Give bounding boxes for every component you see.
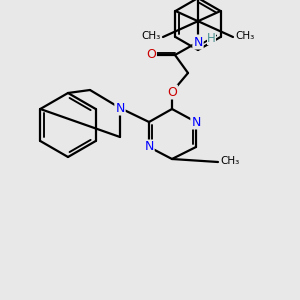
Text: H: H [207,32,216,44]
Text: N: N [144,140,154,154]
Text: CH₃: CH₃ [220,156,239,166]
Text: N: N [193,35,203,49]
Text: N: N [191,116,201,128]
Text: N: N [115,101,125,115]
Text: CH₃: CH₃ [235,31,254,41]
Text: O: O [146,49,156,62]
Text: O: O [167,85,177,98]
Text: CH₃: CH₃ [142,31,161,41]
